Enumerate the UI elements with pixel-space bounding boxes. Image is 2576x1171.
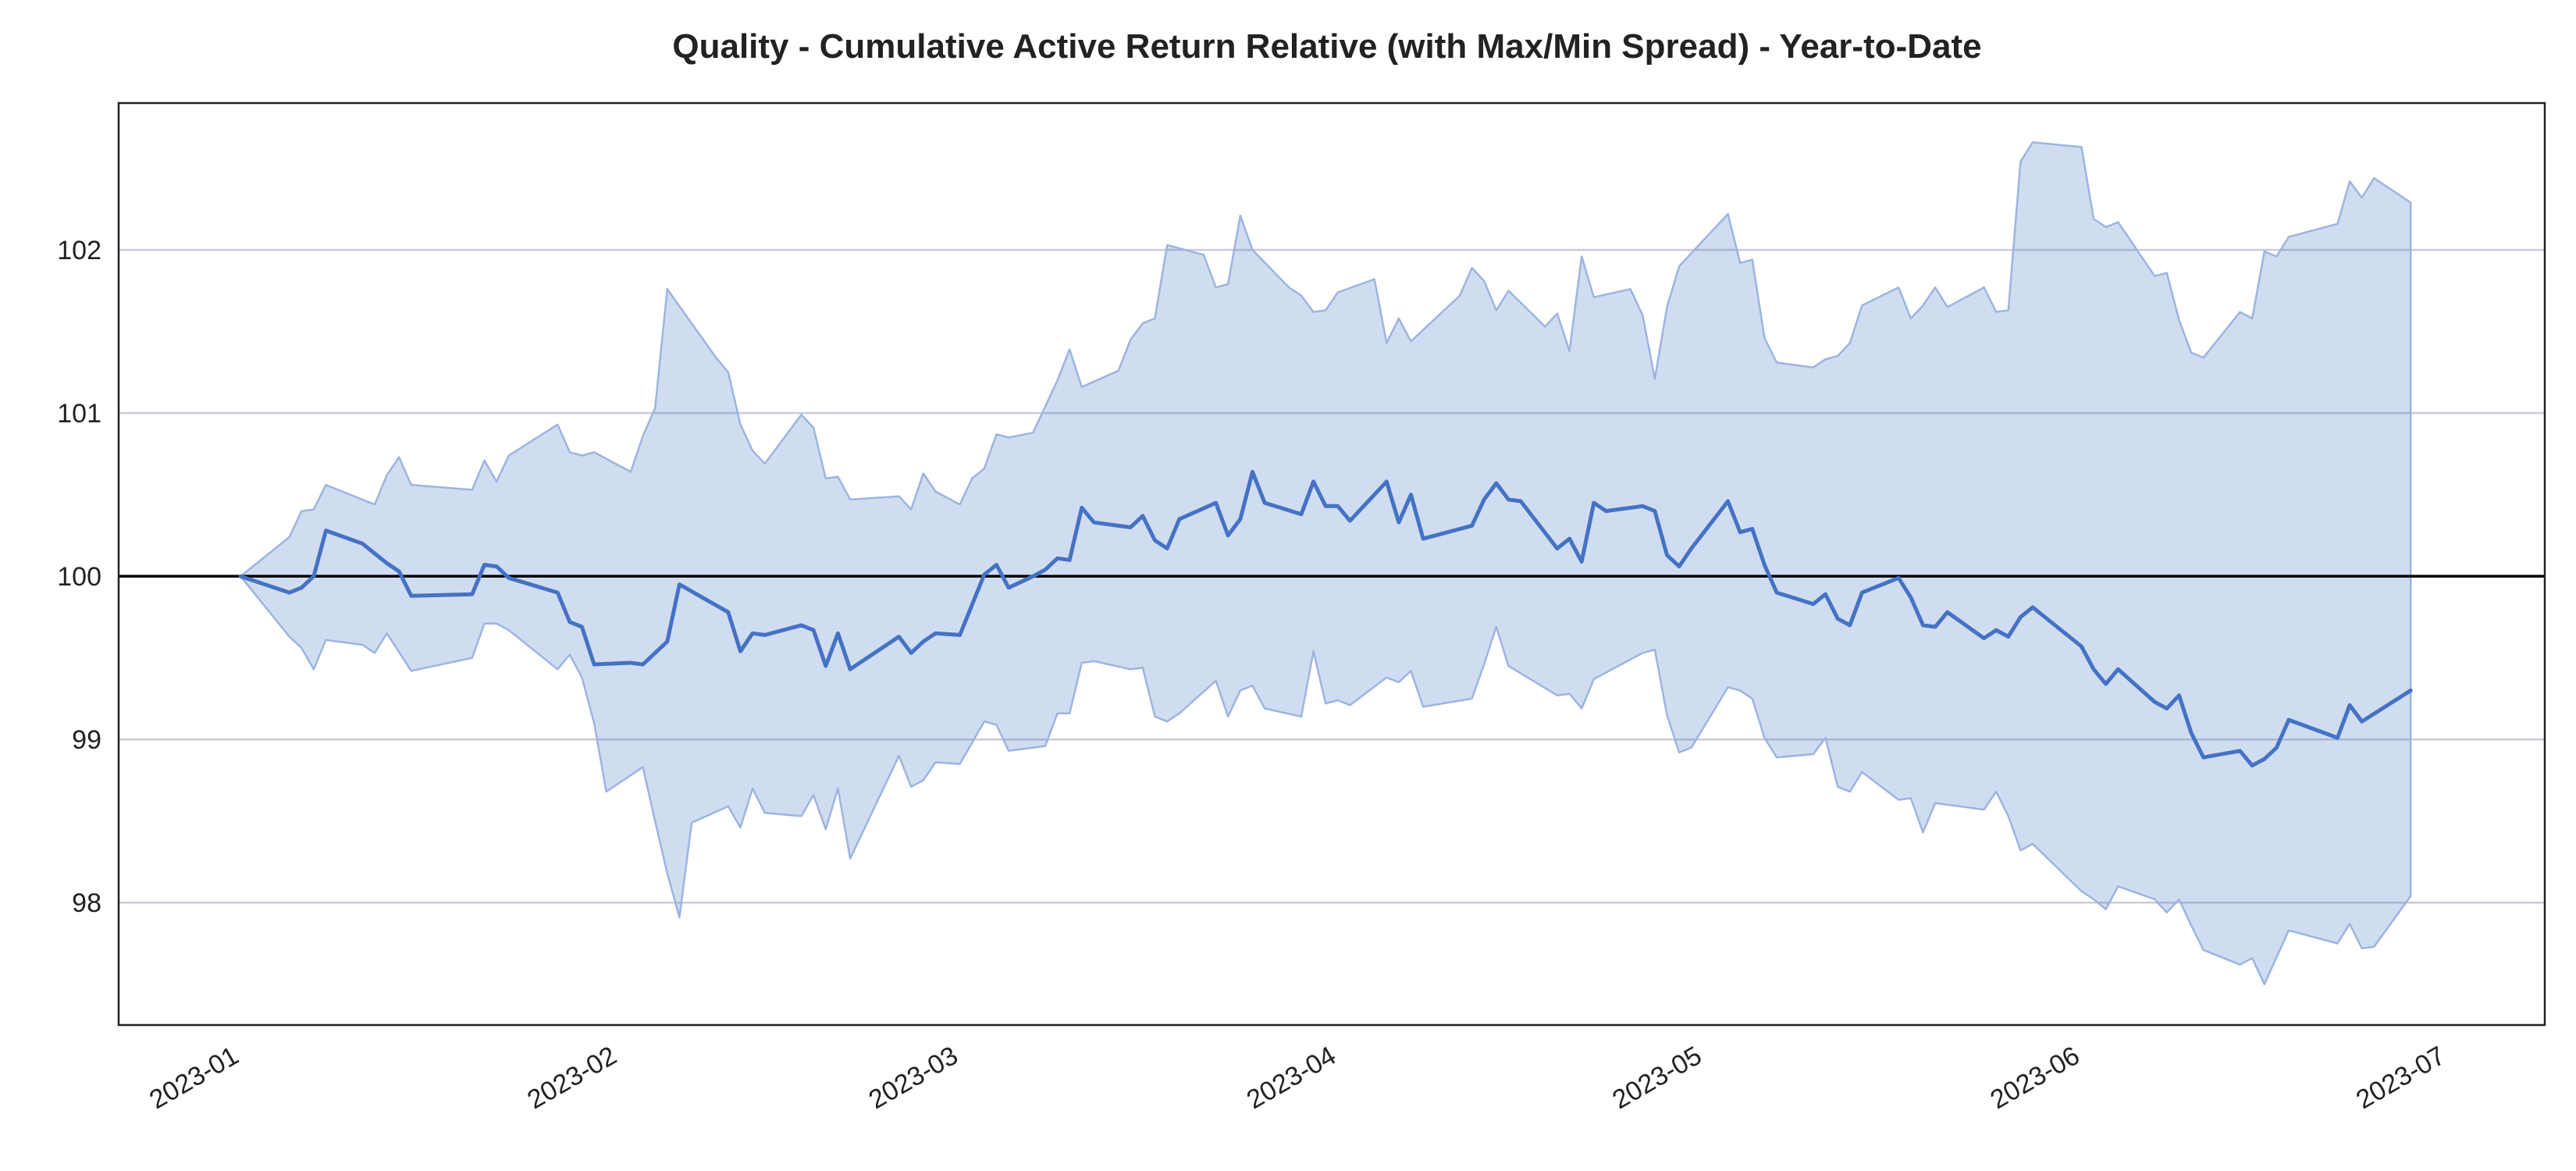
y-axis: 98 99 100 101 102 (57, 236, 101, 918)
spread-band-area (239, 141, 2412, 985)
series-line (238, 469, 2413, 768)
y-tick-label: 101 (57, 399, 101, 429)
y-tick-label: 98 (72, 888, 101, 918)
y-tick-label: 100 (57, 562, 101, 592)
series-line-group (238, 469, 2413, 768)
plot-frame (117, 101, 2546, 1027)
y-tick-label: 102 (57, 236, 101, 265)
chart-title: Quality - Cumulative Active Return Relat… (672, 27, 1981, 66)
spread-band (239, 141, 2412, 985)
y-tick-label: 99 (72, 725, 101, 755)
